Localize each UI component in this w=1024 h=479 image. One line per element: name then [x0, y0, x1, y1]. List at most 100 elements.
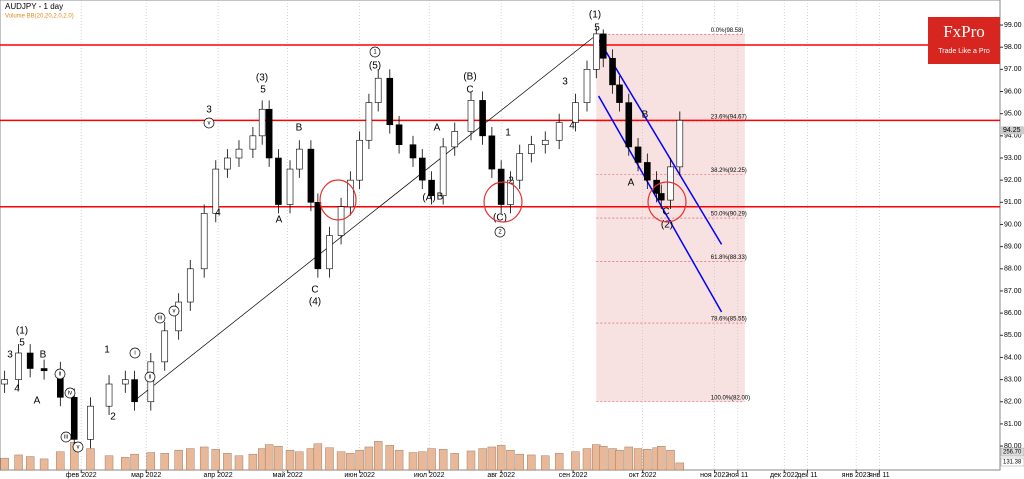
wave-circle [72, 441, 84, 453]
volume-bar [234, 455, 244, 471]
candle-body [555, 122, 563, 141]
volume-bar [346, 453, 355, 471]
candle-body [528, 144, 535, 154]
wave-label: ii [149, 375, 152, 381]
highlight-circle [647, 181, 687, 223]
candle-body [609, 57, 616, 86]
volume-bar [199, 446, 209, 471]
candle-body [451, 131, 459, 148]
candle-body [409, 144, 417, 159]
wave-label: (C) [493, 213, 507, 224]
x-tick-label: фев 2022 [66, 472, 97, 479]
volume-bar [104, 455, 114, 471]
wave-label: 2 [110, 412, 116, 423]
wave-label: i [134, 351, 135, 357]
candle-body [386, 77, 394, 126]
y-tick-label: 84.00 [1004, 354, 1022, 361]
x-tick-label: июн 2022 [344, 472, 375, 479]
candle-body [497, 168, 505, 205]
y-tick-label: 88.00 [1004, 266, 1022, 273]
candle-body [347, 179, 354, 208]
volume-tag [1000, 447, 1024, 457]
candle-body [479, 100, 486, 137]
fibo-label: 78.6%(85.55) [711, 317, 747, 323]
fibo-label: 38.2%(92.25) [711, 168, 747, 174]
wave-label: (1) [16, 326, 28, 337]
x-tick-label: ноя 2022 [700, 472, 729, 479]
y-tick-label: 93.00 [1004, 155, 1022, 162]
wave-label: C [466, 85, 473, 96]
candle-body [667, 166, 674, 201]
wave-label: B [642, 110, 649, 121]
indicator-label: Volume BB(20,20,2.0,2.0) [5, 14, 74, 20]
candle-body [365, 102, 373, 141]
candle-body [265, 108, 273, 159]
volume-bar [527, 454, 536, 471]
candle-body [653, 179, 660, 194]
wave-label: (4) [309, 297, 321, 308]
volume-bar [515, 453, 524, 471]
candle-body [657, 193, 665, 201]
wave-label: ii [59, 372, 62, 378]
y-tick-label: 83.00 [1004, 376, 1022, 383]
wave-label: B [437, 192, 444, 203]
candle-body [488, 135, 496, 170]
y-tick-label: 86.00 [1004, 310, 1022, 317]
volume-bar [325, 447, 334, 471]
fibo-label: 23.6%(94.67) [711, 115, 747, 121]
wave-label: (5) [369, 61, 381, 72]
volume-bar [582, 448, 592, 471]
candle-body [676, 120, 684, 168]
wave-label: iv [68, 391, 72, 397]
volume-bar [25, 456, 35, 471]
wave-label: C [311, 285, 318, 296]
wave-label: (B) [463, 72, 476, 83]
volume-bar [506, 449, 515, 471]
wave-label: 5 [19, 338, 25, 349]
x-tick-label: авг 2022 [487, 472, 515, 479]
volume-tick-label: 131.38 [1003, 460, 1022, 466]
y-tick-label: 94.00 [1004, 133, 1022, 140]
wave-label: B [40, 350, 47, 361]
candle-body [572, 102, 579, 123]
wave-label: 3 [206, 105, 212, 116]
x-tick-label: ноя 11 [727, 472, 748, 479]
y-tick-label: 90.00 [1004, 221, 1022, 228]
volume-bar [186, 448, 195, 471]
candle-body [307, 148, 315, 203]
volume-bar [554, 453, 564, 471]
volume-bar [0, 457, 9, 471]
y-tick-label: 98.00 [1004, 44, 1022, 51]
wave-circle [203, 117, 215, 129]
volume-bar [666, 449, 675, 471]
volume-bar [130, 453, 139, 471]
logo-box [928, 17, 1000, 64]
candle-body [87, 405, 94, 440]
trendline [597, 95, 723, 313]
wave-label: 3 [7, 350, 13, 361]
candle-body [26, 352, 34, 369]
wave-label: 1 [104, 345, 110, 356]
candle-body [428, 179, 435, 196]
volume-bar [633, 448, 643, 471]
volume-bar [438, 449, 448, 471]
candle-body [249, 135, 257, 150]
y-tick-label: 91.00 [1004, 199, 1022, 206]
fibo-label: 0.0%(98.58) [711, 28, 744, 34]
volume-bar [174, 449, 183, 471]
y-tick-label: 95.00 [1004, 111, 1022, 118]
volume-bar [86, 448, 95, 471]
wave-label: C [662, 207, 669, 218]
volume-bar [478, 448, 487, 471]
volume-bar [364, 446, 374, 471]
y-tick-label: 97.00 [1004, 66, 1022, 73]
volume-bar [223, 453, 232, 471]
wave-label: A [276, 215, 283, 226]
candle-body [186, 268, 194, 303]
wave-circle [64, 387, 76, 399]
candle-body [131, 379, 138, 403]
price-tag [1001, 126, 1024, 135]
volume-bar [624, 446, 633, 471]
wave-label: 4 [569, 121, 575, 132]
